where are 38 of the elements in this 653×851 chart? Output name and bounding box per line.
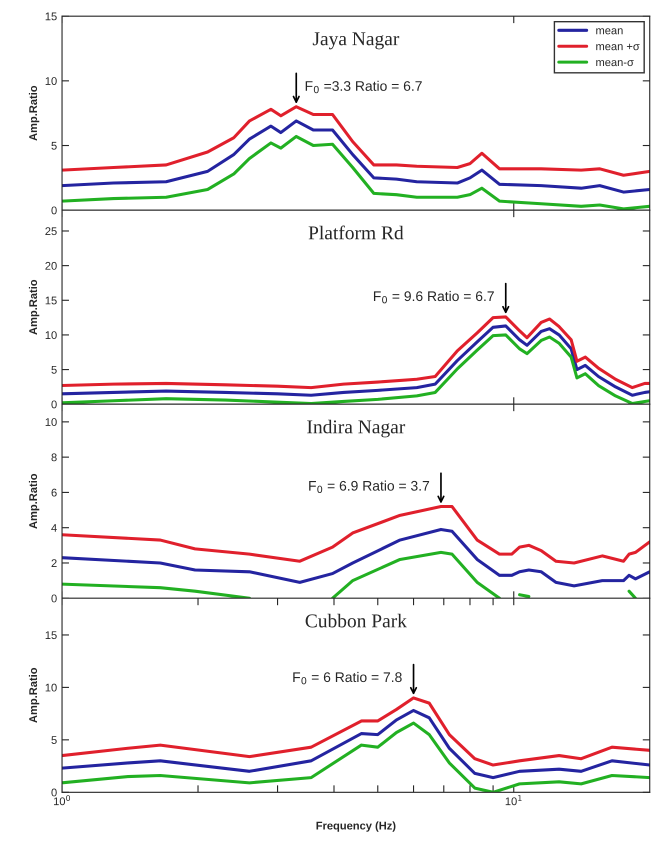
y-tick-label: 2 [52, 559, 57, 567]
annotation: F$_{0}$ = 6 Ratio = 7.8 [293, 672, 402, 684]
x-tick-label: 10$^{0}$ [54, 795, 70, 806]
y-tick-label: 0 [51, 206, 57, 214]
y-axis-title: Amp.Ratio [28, 668, 40, 723]
y-tick-label: 10 [46, 331, 57, 340]
y-tick-label: 5 [51, 366, 57, 374]
legend-label: mean [596, 28, 623, 34]
annotation: F$_{0}$ =3.3 Ratio = 6.7 [306, 80, 422, 94]
y-tick-label: 15 [46, 12, 57, 20]
y-axis-title: Amp.Ratio [28, 280, 40, 335]
y-tick-label: 6 [52, 488, 57, 497]
y-tick-label: 15 [46, 296, 57, 304]
text: Jaya Nagar [312, 32, 400, 50]
text: Platform Rd [308, 226, 404, 240]
x-tick-label: 10$^{1}$ [506, 795, 522, 806]
y-tick-label: 20 [45, 262, 57, 270]
y-tick-label: 8 [51, 453, 57, 462]
y-tick-label: 0 [51, 594, 57, 602]
y-axis-title: Amp.Ratio [28, 474, 40, 529]
legend-label: mean +σ [596, 44, 640, 50]
y-tick-label: 4 [51, 524, 57, 532]
y-tick-label: 25 [45, 227, 57, 236]
y-tick-label: 5 [51, 142, 57, 150]
y-tick-label: 15 [46, 631, 57, 640]
y-tick-label: 0 [51, 788, 57, 796]
y-tick-label: 10 [46, 418, 57, 426]
text: Indira Nagar [307, 420, 406, 438]
y-axis-title: Amp.Ratio [28, 86, 40, 141]
annotation: F$_{0}$ = 6.9 Ratio = 3.7 [309, 480, 430, 494]
text: Cubbon Park [306, 614, 407, 628]
legend-label: mean-σ [596, 60, 634, 66]
y-tick-label: 5 [51, 736, 57, 744]
y-tick-label: 10 [46, 77, 57, 85]
annotation: F$_{0}$ = 9.6 Ratio = 6.7 [374, 290, 494, 304]
y-tick-label: 0 [51, 400, 57, 408]
x-axis-title: Frequency (Hz) [316, 821, 396, 832]
y-tick-label: 10 [46, 684, 57, 692]
